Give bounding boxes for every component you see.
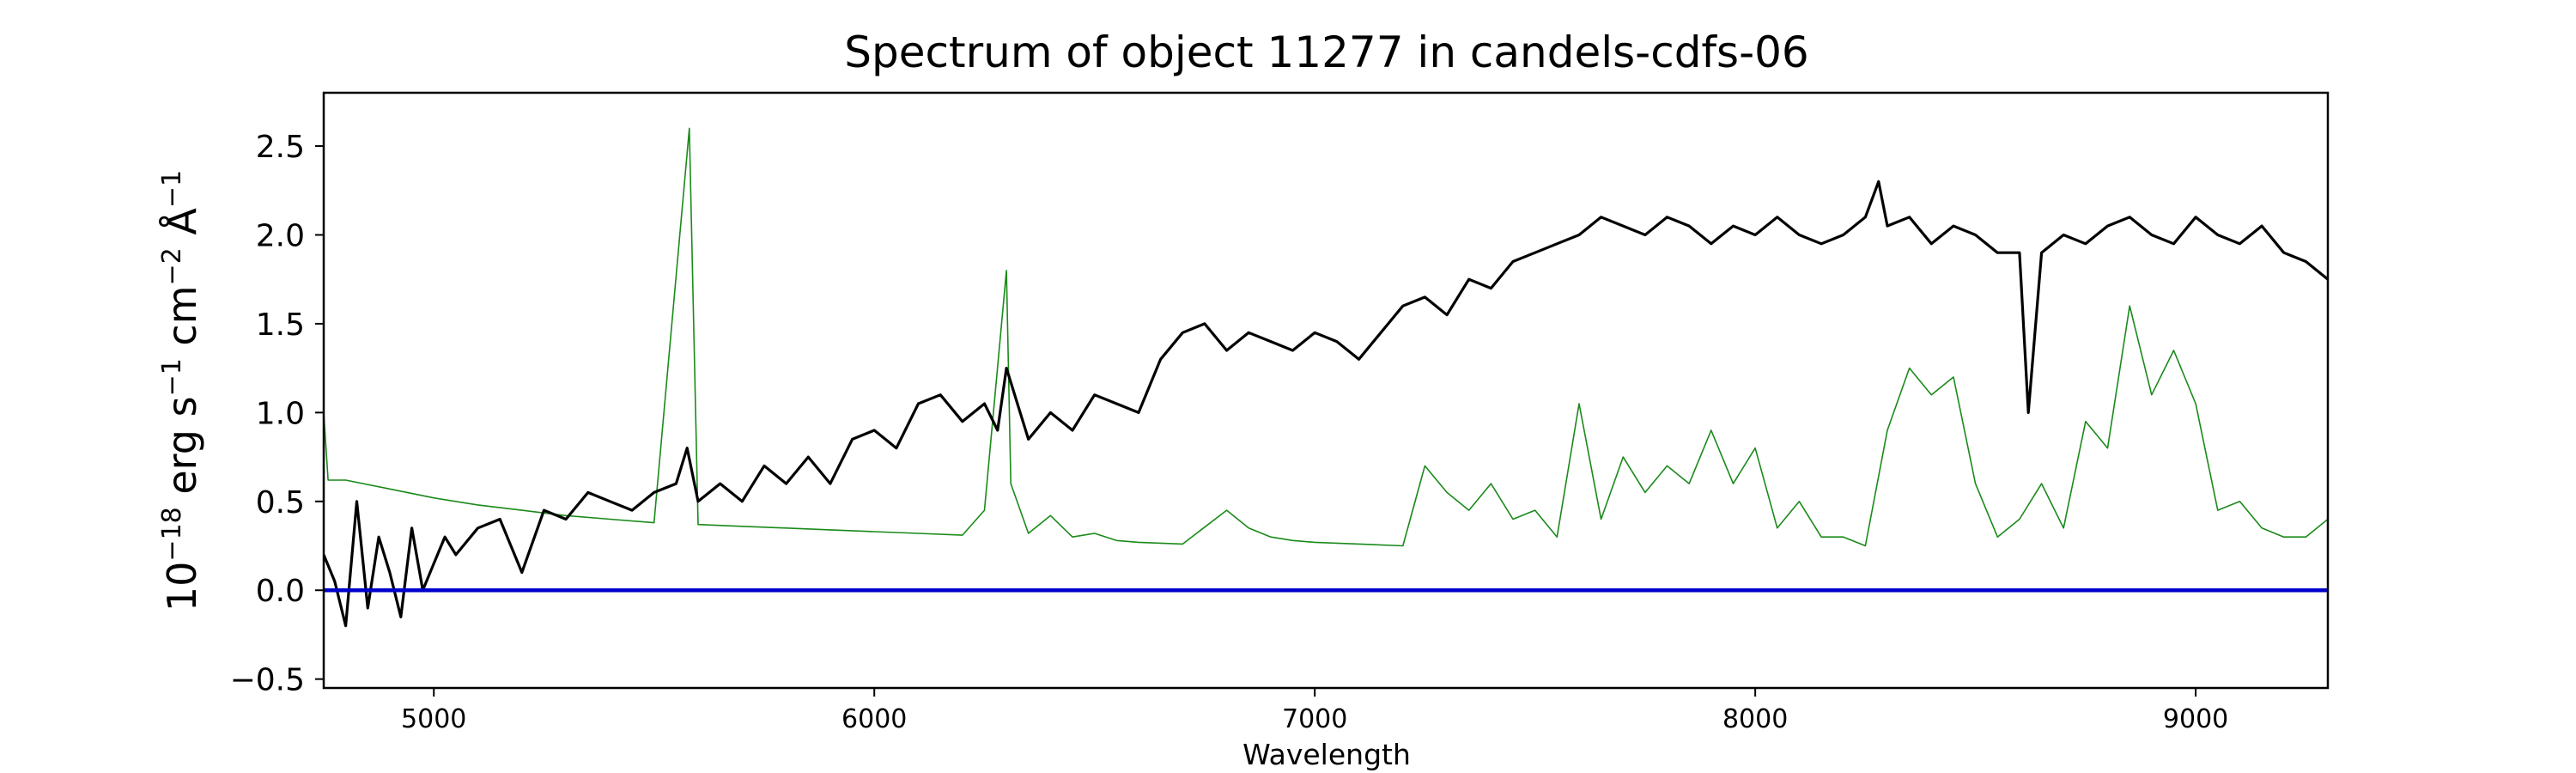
- y-tick-label: 0.5: [256, 485, 305, 520]
- chart-title: Spectrum of object 11277 in candels-cdfs…: [844, 27, 1809, 77]
- y-tick-label: 1.5: [256, 307, 305, 343]
- y-label-exp-s: −1: [157, 358, 187, 396]
- x-tick-label: 5000: [401, 704, 466, 734]
- plot-frame: [322, 91, 2330, 690]
- y-axis: −0.5 0.0 0.5 1.0 1.5 2.0 2.5: [230, 130, 324, 698]
- y-label-angstrom: Å: [159, 208, 205, 235]
- y-label-base: 10: [159, 562, 205, 612]
- y-label-cm: cm: [159, 285, 205, 345]
- y-label-exp: −18: [157, 507, 187, 561]
- y-tick-label: 1.0: [256, 396, 305, 431]
- x-tick-label: 6000: [841, 704, 907, 734]
- x-axis: 5000 6000 7000 8000 9000: [401, 688, 2228, 734]
- x-tick-label: 7000: [1282, 704, 1347, 734]
- y-tick-label: 0.0: [256, 574, 305, 609]
- x-axis-label: Wavelength: [1242, 738, 1411, 771]
- error-series-line: [324, 127, 2328, 547]
- plot-area: [324, 127, 2328, 628]
- x-tick-label: 9000: [2163, 704, 2228, 734]
- flux-series-line: [324, 180, 2328, 628]
- y-tick-label: 2.0: [256, 218, 305, 253]
- y-tick-label: −0.5: [230, 663, 305, 698]
- y-label-erg: erg s: [159, 396, 205, 494]
- y-tick-label: 2.5: [256, 130, 305, 165]
- x-tick-label: 8000: [1722, 704, 1788, 734]
- y-axis-label: 10−18 erg s−1 cm−2 Å−1: [157, 170, 205, 612]
- y-label-exp-cm: −2: [157, 247, 187, 285]
- y-label-exp-angstrom: −1: [157, 170, 187, 208]
